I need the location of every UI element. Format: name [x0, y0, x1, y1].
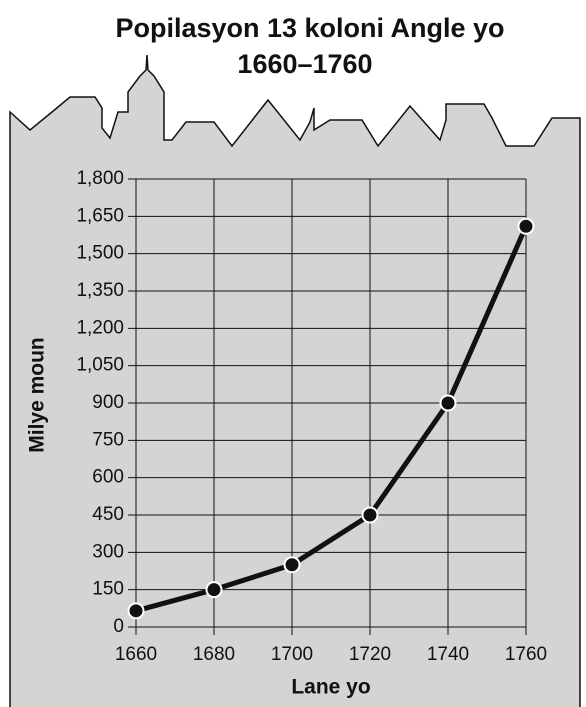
y-tick-label: 0 [113, 616, 124, 637]
chart-subtitle: 1660–1760 [237, 49, 372, 79]
y-tick-label: 150 [92, 579, 124, 600]
y-tick-label: 1,200 [76, 317, 124, 338]
y-tick-label: 1,800 [76, 168, 124, 189]
y-tick-label: 1,050 [76, 355, 124, 376]
data-point [439, 394, 457, 412]
y-tick-label: 1,500 [76, 243, 124, 264]
data-point [205, 581, 223, 599]
chart-title: Popilasyon 13 koloni Angle yo [115, 13, 504, 43]
x-axis-label: Lane yo [291, 676, 370, 699]
data-point [127, 602, 145, 620]
y-axis-label: Milye moun [26, 337, 49, 453]
y-tick-label: 450 [92, 504, 124, 525]
y-tick-label: 750 [92, 429, 124, 450]
x-tick-label: 1660 [115, 644, 157, 665]
y-tick-label: 1,350 [76, 280, 124, 301]
x-tick-label: 1760 [505, 644, 547, 665]
data-point [283, 556, 301, 574]
data-point [517, 217, 535, 235]
y-tick-label: 1,650 [76, 205, 124, 226]
data-point [361, 506, 379, 524]
y-tick-label: 600 [92, 467, 124, 488]
x-tick-label: 1700 [271, 644, 313, 665]
x-tick-label: 1740 [427, 644, 469, 665]
skyline-background [9, 54, 581, 707]
x-tick-label: 1720 [349, 644, 391, 665]
y-tick-label: 300 [92, 541, 124, 562]
x-tick-label: 1680 [193, 644, 235, 665]
y-tick-label: 900 [92, 392, 124, 413]
data-line [135, 225, 529, 614]
